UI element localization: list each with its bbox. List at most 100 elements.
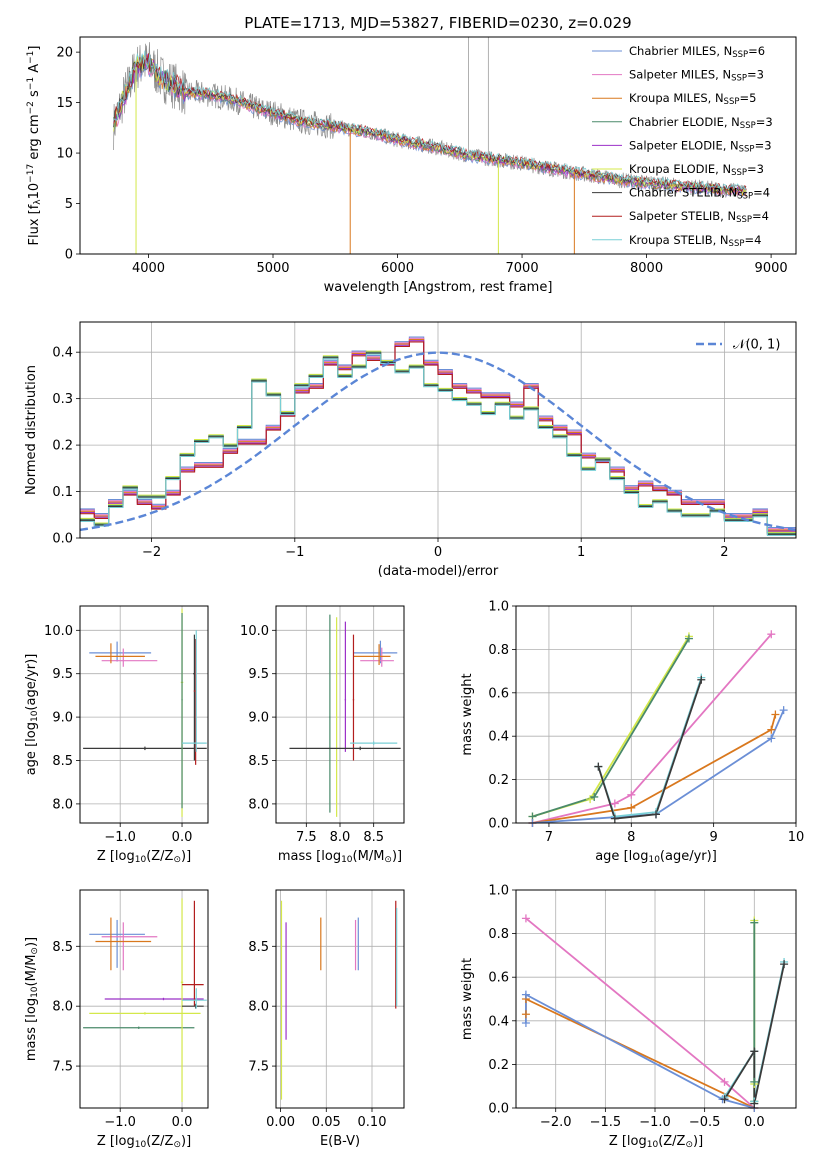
plot-area xyxy=(113,37,747,254)
legend-label-sub: SSP xyxy=(724,97,740,107)
x-axis-label-part: ⊙ xyxy=(173,855,181,865)
x-tick-label: 8.5 xyxy=(363,830,384,845)
legend-label: Chabrier ELODIE, NSSP=3 xyxy=(629,115,773,131)
y-axis-label: Flux [fλ10−17 erg cm−2 s−1 A−1] xyxy=(26,46,43,246)
y-tick-label: 0.6 xyxy=(488,971,509,986)
axes-frame xyxy=(79,605,209,824)
legend-label-sub: SSP xyxy=(737,192,753,202)
y-axis-label-part: 10 xyxy=(30,986,40,998)
x-axis-label-part: ⊙ xyxy=(173,1140,181,1150)
x-axis-label-part: (Z/Z xyxy=(146,849,173,864)
legend-label-tail: =4 xyxy=(752,209,769,223)
x-tick-label: 9000 xyxy=(755,261,788,276)
y-tick-label: 0.4 xyxy=(488,730,509,745)
legend-label-tail: =3 xyxy=(747,162,764,176)
legend-label: Chabrier STELIB, NSSP=4 xyxy=(629,186,770,202)
x-axis-label: age [log10(age/yr)] xyxy=(595,849,717,865)
x-tick-label: 8 xyxy=(627,830,635,845)
y-axis-label-part: ] xyxy=(27,46,42,51)
y-tick-label: 0.2 xyxy=(488,1058,509,1073)
legend-label-tail: =5 xyxy=(739,91,756,105)
y-axis-label-part: )] xyxy=(24,937,39,947)
y-tick-label: 0 xyxy=(65,248,73,263)
axes-frame xyxy=(515,889,797,1109)
plot-area xyxy=(80,336,796,536)
x-tick-label: −1 xyxy=(285,545,304,560)
y-tick-label: 10.0 xyxy=(240,624,269,639)
series-point-marker xyxy=(779,706,788,715)
panel-mass_vs_Z: −1.0 0.07.58.08.5Z [log10(Z/Z⊙)]mass [log… xyxy=(24,889,209,1150)
y-axis-label: mass [log10(M/M⊙)] xyxy=(24,937,40,1061)
x-tick-label: 0.0 xyxy=(744,1115,765,1130)
y-tick-label: 8.0 xyxy=(248,797,269,812)
x-axis-label: mass [log10(M/M⊙)] xyxy=(278,849,402,865)
series-point-marker xyxy=(750,918,759,927)
series-point-marker xyxy=(610,799,619,808)
y-tick-label: 0.1 xyxy=(52,485,73,500)
legend-label-tail: =4 xyxy=(753,186,770,200)
x-tick-label: 4000 xyxy=(132,261,165,276)
y-tick-label: 1.0 xyxy=(488,884,509,899)
x-tick-label: −1.0 xyxy=(104,830,136,845)
x-axis-label-part: )] xyxy=(392,849,402,864)
series-line xyxy=(532,633,772,823)
legend-label: Kroupa STELIB, NSSP=4 xyxy=(629,233,761,249)
series-point-marker xyxy=(767,630,776,639)
y-axis-label-part: −1 xyxy=(26,51,36,64)
x-axis-label-part: 10 xyxy=(135,855,147,865)
series-line xyxy=(532,638,690,818)
legend-label-sub: SSP xyxy=(731,74,747,84)
y-axis-label-part: A xyxy=(27,64,42,77)
x-axis-label-part: (M/M xyxy=(353,849,385,864)
x-tick-label: −2 xyxy=(142,545,161,560)
y-tick-label: 0.4 xyxy=(52,346,73,361)
series-point-marker xyxy=(780,960,789,969)
y-tick-label: 0.8 xyxy=(488,643,509,658)
axes-frame xyxy=(275,889,405,1109)
series-point-marker xyxy=(771,710,780,719)
x-tick-label: 7 xyxy=(545,830,553,845)
legend-label-sub: SSP xyxy=(740,121,756,131)
plot-area xyxy=(289,614,401,817)
x-axis-label-part: Z [log xyxy=(609,1134,647,1149)
legend-label-base: Salpeter STELIB, N xyxy=(629,209,736,223)
x-axis-label-part: age [log xyxy=(595,849,648,864)
y-axis-label: Normed distribution xyxy=(24,365,39,495)
y-tick-label: 7.5 xyxy=(52,1060,73,1075)
residual-histogram-step xyxy=(80,351,796,534)
y-tick-label: 9.0 xyxy=(52,711,73,726)
axes-frame xyxy=(79,889,209,1109)
panel-mw_vs_Z: −2.0 −1.5 −1.0 −0.5 0.0 0.0 0.2 0.4 0.6 0.8 1.0 Z [… xyxy=(460,884,797,1150)
y-axis-label-part: ⊙ xyxy=(30,947,40,955)
x-tick-label: 7000 xyxy=(506,261,539,276)
y-tick-label: 0.8 xyxy=(488,927,509,942)
x-axis-label-part: 10 xyxy=(648,855,660,865)
legend-label-base: Salpeter MILES, N xyxy=(629,68,731,82)
x-axis-label-part: )] xyxy=(181,849,191,864)
series-point-marker xyxy=(521,990,530,999)
series-point-marker xyxy=(750,1077,759,1086)
x-tick-label: −1.0 xyxy=(639,1115,671,1130)
y-axis-label: age [log10(age/yr)] xyxy=(24,654,40,776)
axes-frame xyxy=(275,605,405,824)
plot-area xyxy=(532,633,785,823)
y-tick-label: 8.5 xyxy=(248,754,269,769)
y-axis-label: mass weight xyxy=(460,958,475,1040)
axes-frame xyxy=(515,605,797,824)
gaussian-curve xyxy=(80,351,796,532)
y-tick-label: 8.5 xyxy=(248,940,269,955)
series-line xyxy=(525,993,755,1108)
series-point-marker xyxy=(521,1018,530,1027)
legend-label: Salpeter MILES, NSSP=3 xyxy=(629,68,764,84)
legend-label: Chabrier MILES, NSSP=6 xyxy=(629,44,765,60)
legend-label-base: Chabrier STELIB, N xyxy=(629,186,737,200)
axes-frame xyxy=(79,36,797,255)
series-line xyxy=(723,963,785,1104)
x-axis-label-part: Z [log xyxy=(97,1134,135,1149)
series-line xyxy=(532,714,777,823)
x-tick-label: 5000 xyxy=(256,261,289,276)
chart-title: PLATE=1713, MJD=53827, FIBERID=0230, z=0… xyxy=(244,14,631,32)
series-point-marker xyxy=(720,1077,729,1086)
